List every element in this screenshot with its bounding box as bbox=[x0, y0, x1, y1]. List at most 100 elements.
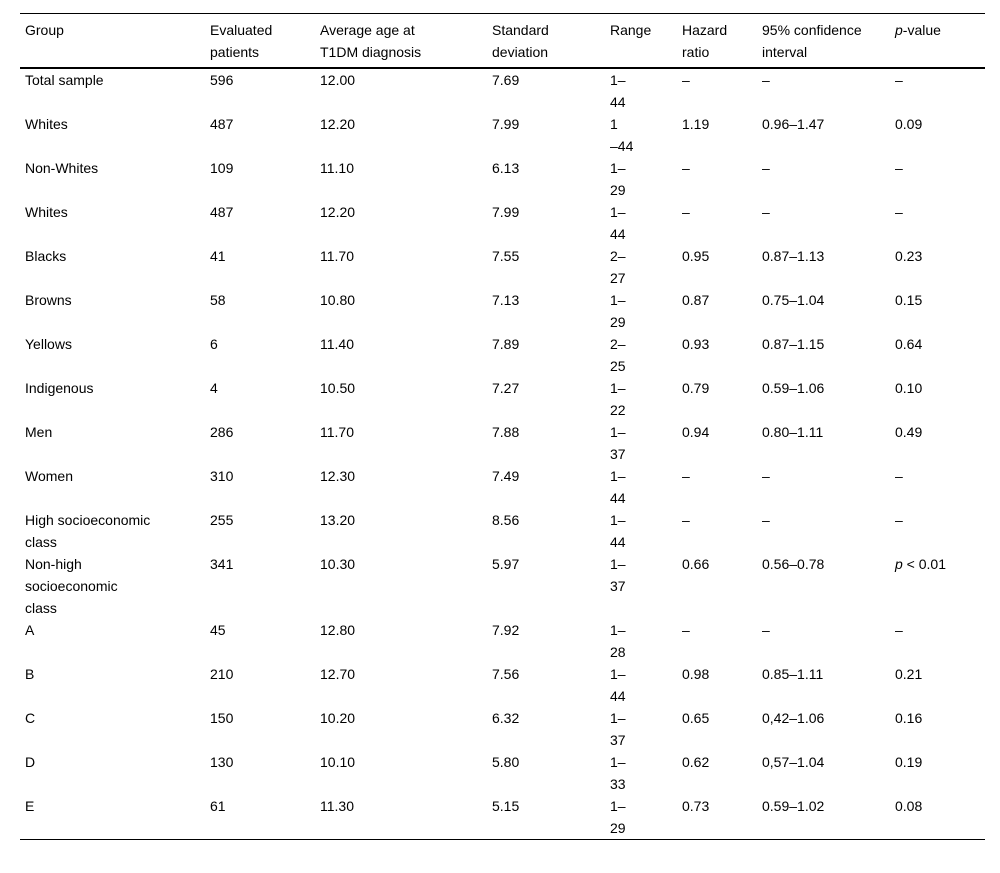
cell-ci: 0,57–1.04 bbox=[762, 753, 825, 770]
cell-std_dev: 6.13 bbox=[492, 159, 520, 176]
cell-range: 1– 44 bbox=[610, 203, 626, 242]
cell-ci: 0.59–1.06 bbox=[762, 379, 825, 396]
cell-range: 1– 29 bbox=[610, 159, 626, 198]
cell-evaluated: 286 bbox=[210, 423, 234, 440]
cell-avg_age: 10.30 bbox=[320, 555, 356, 572]
table-row: Total sample 596 12.00 7.69 1– 44 – – – bbox=[20, 68, 985, 113]
cell-pvalue: 0.49 bbox=[895, 423, 923, 440]
cell-pvalue: 0.10 bbox=[895, 379, 923, 396]
cell-ci: 0.96–1.47 bbox=[762, 115, 825, 132]
cell-avg_age: 11.10 bbox=[320, 159, 354, 176]
cell-hazard: – bbox=[682, 621, 690, 638]
cell-std_dev: 8.56 bbox=[492, 511, 520, 528]
cell-avg_age: 10.50 bbox=[320, 379, 356, 396]
cell-hazard: 0.95 bbox=[682, 247, 710, 264]
cell-ci: – bbox=[762, 511, 770, 528]
cell-range: 1– 29 bbox=[610, 797, 626, 836]
cell-ci: – bbox=[762, 71, 770, 88]
cell-std_dev: 7.89 bbox=[492, 335, 520, 352]
cell-group: Yellows bbox=[25, 335, 72, 352]
cell-avg_age: 13.20 bbox=[320, 511, 356, 528]
cell-pvalue: 0.15 bbox=[895, 291, 923, 308]
table-body: Total sample 596 12.00 7.69 1– 44– – – Whites 48… bbox=[20, 68, 985, 840]
cell-pvalue: – bbox=[895, 467, 903, 484]
cell-avg_age: 11.70 bbox=[320, 247, 354, 264]
cell-group: C bbox=[25, 709, 36, 726]
col-header-evaluated-patients: Evaluated patients bbox=[205, 13, 315, 69]
cell-group: D bbox=[25, 753, 36, 770]
cell-ci: – bbox=[762, 159, 770, 176]
table-row: Blacks 41 11.70 7.55 2– 27 0.95 0.87–1.13 0.23 bbox=[20, 245, 985, 289]
cell-evaluated: 6 bbox=[210, 335, 218, 352]
cell-group: Non-Whites bbox=[25, 159, 99, 176]
cell-avg_age: 12.20 bbox=[320, 115, 356, 132]
cell-avg_age: 12.80 bbox=[320, 621, 356, 638]
cell-range: 1– 37 bbox=[610, 423, 626, 462]
cell-std_dev: 7.27 bbox=[492, 379, 520, 396]
cell-range: 1– 29 bbox=[610, 291, 626, 330]
cell-group: Blacks bbox=[25, 247, 67, 264]
cell-std_dev: 7.49 bbox=[492, 467, 520, 484]
cell-hazard: – bbox=[682, 511, 690, 528]
col-header-group: Group bbox=[20, 13, 205, 69]
cell-pvalue: – bbox=[895, 511, 903, 528]
cell-hazard: – bbox=[682, 203, 690, 220]
cell-ci: 0.87–1.13 bbox=[762, 247, 825, 264]
cell-pvalue: – bbox=[895, 159, 903, 176]
cell-group: Women bbox=[25, 467, 73, 484]
cell-evaluated: 310 bbox=[210, 467, 234, 484]
cell-ci: 0.75–1.04 bbox=[762, 291, 825, 308]
table-row: B 210 12.70 7.56 1– 44 0.98 0.85–1.11 0.21 bbox=[20, 663, 985, 707]
table-row: High socioeconomic class 255 13.20 8.56 1– 4… bbox=[20, 509, 985, 553]
cell-pvalue: 0.09 bbox=[895, 115, 923, 132]
cell-group: Whites bbox=[25, 115, 68, 132]
cell-evaluated: 487 bbox=[210, 115, 234, 132]
cell-range: 1– 33 bbox=[610, 753, 626, 792]
cell-range: 1– 44 bbox=[610, 467, 626, 506]
cell-hazard: 0.65 bbox=[682, 709, 710, 726]
cell-avg_age: 10.10 bbox=[320, 753, 356, 770]
cell-std_dev: 7.13 bbox=[492, 291, 520, 308]
cell-hazard: 0.93 bbox=[682, 335, 710, 352]
cell-avg_age: 10.80 bbox=[320, 291, 356, 308]
cell-ci: 0.85–1.11 bbox=[762, 665, 824, 682]
cell-hazard: 0.98 bbox=[682, 665, 710, 682]
cell-ci: 0,42–1.06 bbox=[762, 709, 825, 726]
cell-evaluated: 341 bbox=[210, 555, 234, 572]
cell-pvalue: 0.21 bbox=[895, 665, 923, 682]
cell-pvalue: 0.64 bbox=[895, 335, 923, 352]
table-row: Women 310 12.30 7.49 1– 44 – – – bbox=[20, 465, 985, 509]
cell-hazard: 0.79 bbox=[682, 379, 710, 396]
cell-std_dev: 7.88 bbox=[492, 423, 520, 440]
cell-std_dev: 7.99 bbox=[492, 203, 520, 220]
cell-pvalue: 0.19 bbox=[895, 753, 923, 770]
paper-table-page: Group Evaluated patients Average age at … bbox=[0, 13, 1000, 840]
cell-range: 2– 27 bbox=[610, 247, 626, 286]
table-row: A 45 12.80 7.92 1– 28 – – – bbox=[20, 619, 985, 663]
cell-avg_age: 12.00 bbox=[320, 71, 356, 88]
cell-hazard: 0.87 bbox=[682, 291, 710, 308]
cell-evaluated: 596 bbox=[210, 71, 234, 88]
cell-evaluated: 487 bbox=[210, 203, 234, 220]
cell-hazard: – bbox=[682, 71, 690, 88]
col-header-hazard-ratio: Hazard ratio bbox=[677, 13, 757, 69]
cell-range: 1– 44 bbox=[610, 71, 626, 110]
cell-std_dev: 6.32 bbox=[492, 709, 520, 726]
cell-hazard: 0.62 bbox=[682, 753, 710, 770]
cell-group: Total sample bbox=[25, 71, 104, 88]
cell-pvalue: – bbox=[895, 621, 903, 638]
cell-group: Indigenous bbox=[25, 379, 94, 396]
col-header-p-value: p-value bbox=[890, 13, 985, 69]
cell-evaluated: 109 bbox=[210, 159, 234, 176]
cell-pvalue: p < 0.01 bbox=[895, 555, 946, 572]
table-row: Browns 58 10.80 7.13 1– 29 0.87 0.75–1.04 0.15 bbox=[20, 289, 985, 333]
cell-std_dev: 7.99 bbox=[492, 115, 520, 132]
cell-range: 1– 22 bbox=[610, 379, 626, 418]
col-header-confidence-interval: 95% confidence interval bbox=[757, 13, 890, 69]
cell-group: A bbox=[25, 621, 35, 638]
cell-range: 2– 25 bbox=[610, 335, 626, 374]
cell-evaluated: 58 bbox=[210, 291, 226, 308]
cell-avg_age: 12.70 bbox=[320, 665, 356, 682]
cell-std_dev: 5.15 bbox=[492, 797, 520, 814]
cell-evaluated: 150 bbox=[210, 709, 234, 726]
